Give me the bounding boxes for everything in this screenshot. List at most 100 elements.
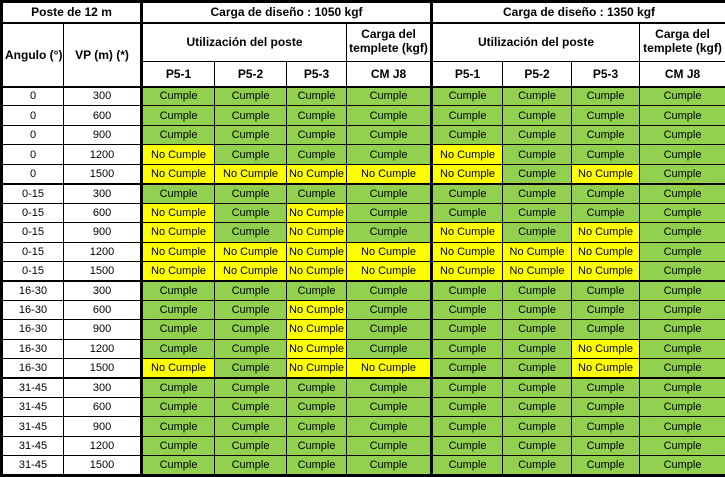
result-cell: Cumple [502,377,573,399]
angle-cell: 16-30 [1,299,64,321]
result-cell: Cumple [502,202,573,224]
result-cell: No Cumple [286,358,348,379]
result-cell: No Cumple [346,358,433,379]
angle-cell: 0 [1,163,64,185]
result-cell: Cumple [639,260,725,282]
result-cell: Cumple [639,279,725,301]
pole-col-header-p5-3-right: P5-3 [571,61,641,87]
result-cell: Cumple [639,144,725,165]
result-cell: No Cumple [286,319,348,340]
result-cell: Cumple [214,416,288,437]
table-row: 0-15 300 Cumple Cumple Cumple Cumple Cumple Cum… [1,182,725,204]
vp-cell: 300 [62,182,143,204]
result-cell: No Cumple [286,299,348,321]
vp-cell: 1500 [62,260,143,282]
result-cell: Cumple [571,182,641,204]
result-cell: Cumple [140,182,216,204]
result-cell: Cumple [346,435,433,457]
result-cell: Cumple [430,202,504,224]
result-cell: Cumple [140,416,216,437]
table-row: 31-45 900 Cumple Cumple Cumple Cumple Cumple Cu… [1,416,725,437]
angle-cell: 0 [1,105,64,126]
result-cell: Cumple [286,124,348,146]
result-cell: No Cumple [430,222,504,243]
result-cell: Cumple [346,222,433,243]
table-row: 16-30 600 Cumple Cumple No Cumple Cumple Cumpl… [1,299,725,321]
result-cell: Cumple [639,358,725,379]
result-cell: Cumple [639,377,725,399]
result-cell: Cumple [286,85,348,107]
table-row: 31-45 600 Cumple Cumple Cumple Cumple Cumple Cu… [1,396,725,418]
result-cell: Cumple [571,416,641,437]
result-cell: Cumple [502,396,573,418]
angle-cell: 0-15 [1,241,64,262]
table-row: 16-30 900 Cumple Cumple No Cumple Cumple Cumpl… [1,319,725,340]
angle-cell: 0-15 [1,182,64,204]
result-cell: Cumple [346,85,433,107]
result-cell: Cumple [639,338,725,360]
result-cell: No Cumple [140,202,216,224]
vp-cell: 900 [62,222,143,243]
result-cell: Cumple [571,396,641,418]
result-cell: No Cumple [286,202,348,224]
result-cell: Cumple [286,279,348,301]
result-cell: Cumple [430,105,504,126]
header-row-1: Poste de 12 m Carga de diseño : 1050 kgf… [0,1,725,24]
result-cell: Cumple [571,435,641,457]
result-cell: No Cumple [346,260,433,282]
result-cell: No Cumple [140,144,216,165]
result-cell: Cumple [346,377,433,399]
result-cell: Cumple [346,144,433,165]
result-cell: Cumple [214,144,288,165]
result-cell: Cumple [639,299,725,321]
result-cell: Cumple [140,299,216,321]
result-cell: Cumple [346,319,433,340]
result-cell: Cumple [502,85,573,107]
result-cell: No Cumple [346,241,433,262]
result-cell: Cumple [502,144,573,165]
result-cell: Cumple [571,299,641,321]
table-row: 31-45 300 Cumple Cumple Cumple Cumple Cumple Cu… [1,377,725,399]
vp-cell: 300 [62,85,143,107]
result-cell: Cumple [286,455,348,476]
table-row: 16-30 1500 No Cumple Cumple No Cumple No Cump… [1,358,725,379]
result-cell: Cumple [430,435,504,457]
result-cell: Cumple [430,182,504,204]
angle-cell: 31-45 [1,396,64,418]
angle-cell: 16-30 [1,319,64,340]
result-cell: Cumple [286,416,348,437]
result-cell: Cumple [140,279,216,301]
result-cell: Cumple [502,299,573,321]
table-row: 31-45 1500 Cumple Cumple Cumple Cumple Cumple C… [1,455,725,476]
result-cell: Cumple [286,377,348,399]
result-cell: Cumple [502,358,573,379]
result-cell: Cumple [571,85,641,107]
pole-col-header-p5-2-left: P5-2 [214,61,288,87]
result-cell: Cumple [430,358,504,379]
result-cell: No Cumple [571,358,641,379]
result-cell: Cumple [140,319,216,340]
result-cell: Cumple [571,144,641,165]
result-cell: Cumple [140,396,216,418]
result-cell: Cumple [346,105,433,126]
table-row: 0-15 1200 No Cumple No Cumple No Cumple No Cu… [1,241,725,262]
result-cell: No Cumple [214,163,288,185]
templete-col-header-left: CM J8 [346,61,433,87]
result-cell: Cumple [430,338,504,360]
result-cell: No Cumple [140,222,216,243]
result-cell: Cumple [571,279,641,301]
angle-cell: 16-30 [1,279,64,301]
result-cell: Cumple [214,358,288,379]
result-cell: Cumple [214,279,288,301]
result-cell: Cumple [639,241,725,262]
angle-cell: 0 [1,144,64,165]
angle-column-header: Angulo (°) [1,22,64,87]
result-cell: Cumple [639,182,725,204]
vp-cell: 300 [62,377,143,399]
result-cell: Cumple [639,163,725,185]
angle-cell: 31-45 [1,377,64,399]
vp-cell: 600 [62,299,143,321]
angle-cell: 31-45 [1,435,64,457]
result-cell: No Cumple [214,241,288,262]
table-row: 0-15 900 No Cumple Cumple No Cumple Cumple No … [1,222,725,243]
